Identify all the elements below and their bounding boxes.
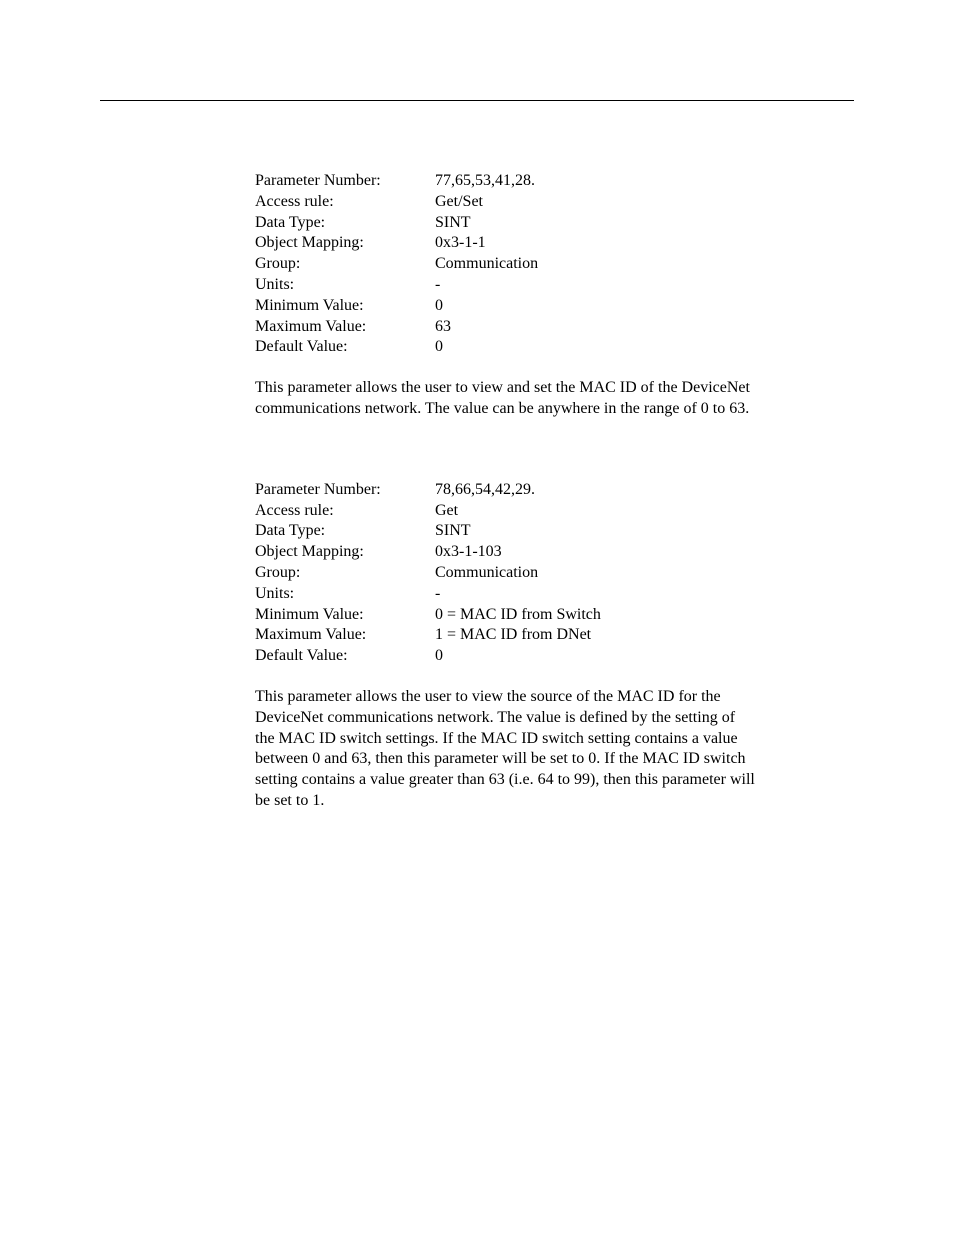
param-value: Get <box>435 501 755 522</box>
param-row: Object Mapping: 0x3-1-103 <box>255 542 755 563</box>
param-value: 0x3-1-1 <box>435 233 755 254</box>
param-row: Parameter Number: 78,66,54,42,29. <box>255 480 755 501</box>
param-label: Units: <box>255 584 435 605</box>
param-value: 0 <box>435 646 755 667</box>
param-label: Minimum Value: <box>255 296 435 317</box>
param-label: Group: <box>255 254 435 275</box>
param-row: Group: Communication <box>255 563 755 584</box>
param-row: Data Type: SINT <box>255 521 755 542</box>
param-row: Parameter Number: 77,65,53,41,28. <box>255 171 755 192</box>
param-value: - <box>435 584 755 605</box>
param-value: 0 = MAC ID from Switch <box>435 605 755 626</box>
param-value: 1 = MAC ID from DNet <box>435 625 755 646</box>
param-label: Access rule: <box>255 192 435 213</box>
param-row: Data Type: SINT <box>255 213 755 234</box>
param-label: Parameter Number: <box>255 480 435 501</box>
param-value: 63 <box>435 317 755 338</box>
parameter-description-1: This parameter allows the user to view a… <box>255 378 755 420</box>
content-area: Parameter Number: 77,65,53,41,28. Access… <box>255 171 755 812</box>
param-value: Communication <box>435 563 755 584</box>
param-row: Object Mapping: 0x3-1-1 <box>255 233 755 254</box>
param-label: Data Type: <box>255 521 435 542</box>
param-label: Default Value: <box>255 337 435 358</box>
param-label: Maximum Value: <box>255 625 435 646</box>
param-row: Units: - <box>255 584 755 605</box>
param-row: Default Value: 0 <box>255 337 755 358</box>
param-value: 78,66,54,42,29. <box>435 480 755 501</box>
param-value: Communication <box>435 254 755 275</box>
document-page: Parameter Number: 77,65,53,41,28. Access… <box>0 0 954 972</box>
param-label: Object Mapping: <box>255 233 435 254</box>
param-value: 77,65,53,41,28. <box>435 171 755 192</box>
param-label: Default Value: <box>255 646 435 667</box>
param-row: Access rule: Get/Set <box>255 192 755 213</box>
param-label: Units: <box>255 275 435 296</box>
param-row: Maximum Value: 63 <box>255 317 755 338</box>
param-row: Group: Communication <box>255 254 755 275</box>
param-value: 0 <box>435 296 755 317</box>
param-label: Data Type: <box>255 213 435 234</box>
param-label: Maximum Value: <box>255 317 435 338</box>
param-value: SINT <box>435 213 755 234</box>
param-row: Default Value: 0 <box>255 646 755 667</box>
parameter-table-2: Parameter Number: 78,66,54,42,29. Access… <box>255 480 755 667</box>
param-value: 0 <box>435 337 755 358</box>
param-value: - <box>435 275 755 296</box>
horizontal-rule <box>100 100 854 101</box>
param-value: 0x3-1-103 <box>435 542 755 563</box>
param-row: Minimum Value: 0 <box>255 296 755 317</box>
parameter-description-2: This parameter allows the user to view t… <box>255 687 755 812</box>
param-row: Maximum Value: 1 = MAC ID from DNet <box>255 625 755 646</box>
parameter-table-1: Parameter Number: 77,65,53,41,28. Access… <box>255 171 755 358</box>
param-row: Minimum Value: 0 = MAC ID from Switch <box>255 605 755 626</box>
param-value: Get/Set <box>435 192 755 213</box>
param-row: Units: - <box>255 275 755 296</box>
param-label: Parameter Number: <box>255 171 435 192</box>
param-row: Access rule: Get <box>255 501 755 522</box>
param-label: Access rule: <box>255 501 435 522</box>
param-label: Minimum Value: <box>255 605 435 626</box>
param-label: Object Mapping: <box>255 542 435 563</box>
param-label: Group: <box>255 563 435 584</box>
param-value: SINT <box>435 521 755 542</box>
